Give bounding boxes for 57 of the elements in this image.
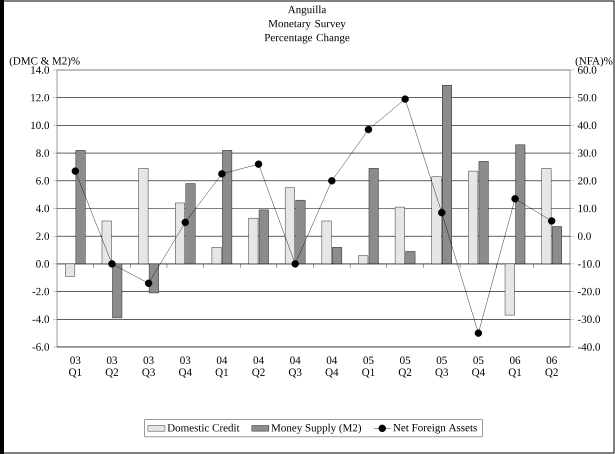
x-tick-label: 05 Q4 [472, 356, 485, 378]
y-tick-label: 8.0 [36, 149, 50, 157]
point [218, 170, 226, 178]
point [401, 95, 409, 103]
x-tick-label: 06 Q1 [508, 356, 522, 378]
y-tick-label: 6.0 [36, 177, 50, 185]
point [108, 260, 116, 268]
y2-tick-label: 20.0 [578, 177, 596, 185]
point [291, 260, 299, 268]
y2-tick-label: -20.0 [578, 288, 600, 296]
chart-subtitle: Monetary Survey Percentage Change [264, 20, 350, 44]
chart-title: Anguilla [288, 6, 326, 16]
point [511, 195, 519, 202]
y-axis-title: (DMC & M2)% [10, 56, 80, 67]
y2-tick-label: -30.0 [578, 316, 600, 324]
y2-tick-label: 60.0 [578, 66, 596, 74]
x-tick-label: 04 Q2 [252, 356, 265, 378]
point [548, 217, 556, 225]
x-tick-label: 04 Q4 [326, 356, 338, 378]
y-tick-label: -4.0 [32, 316, 50, 324]
x-tick-label: 03 Q3 [142, 356, 155, 378]
y2-axis-title: (NFA)% [576, 56, 612, 67]
x-tick-label: 05 Q3 [435, 356, 448, 378]
y-tick-label: 14.0 [31, 66, 50, 74]
y-tick-label: 12.0 [31, 94, 50, 102]
legend-label: Money Supply (M2) [271, 424, 362, 434]
point [72, 167, 80, 175]
point [182, 218, 189, 226]
point [328, 177, 336, 184]
x-tick-label: 04 Q1 [216, 356, 228, 378]
y-tick-label: 0.0 [36, 260, 50, 268]
point [474, 329, 482, 337]
point [438, 208, 446, 216]
y-tick-label: -2.0 [32, 288, 50, 296]
y2-tick-label: 10.0 [578, 204, 596, 212]
y-tick-label: 2.0 [36, 232, 50, 240]
point [254, 160, 262, 168]
x-tick-label: 04 Q3 [288, 356, 302, 378]
x-tick-label: 05 Q1 [362, 356, 375, 378]
x-tick-label: 03 Q2 [106, 356, 118, 378]
y2-tick-label: -40.0 [578, 343, 600, 351]
x-tick-label: 05 Q2 [398, 356, 412, 378]
y2-tick-label: -10.0 [578, 260, 600, 268]
legend-label: Net Foreign Assets [393, 424, 477, 434]
point [364, 126, 372, 134]
y2-tick-label: 30.0 [578, 149, 596, 157]
y-tick-label: -6.0 [32, 343, 50, 351]
y2-tick-label: 40.0 [578, 122, 596, 130]
y2-tick-label: 0.0 [578, 232, 591, 240]
y-tick-label: 4.0 [36, 204, 50, 212]
legend-label: Domestic Credit [167, 424, 240, 432]
point [144, 280, 152, 287]
x-tick-label: 03 Q4 [178, 356, 192, 378]
y2-tick-label: 50.0 [578, 94, 596, 102]
y-tick-label: 10.0 [31, 122, 50, 130]
x-tick-label: 06 Q2 [545, 356, 558, 378]
x-tick-label: 03 Q1 [69, 356, 82, 378]
